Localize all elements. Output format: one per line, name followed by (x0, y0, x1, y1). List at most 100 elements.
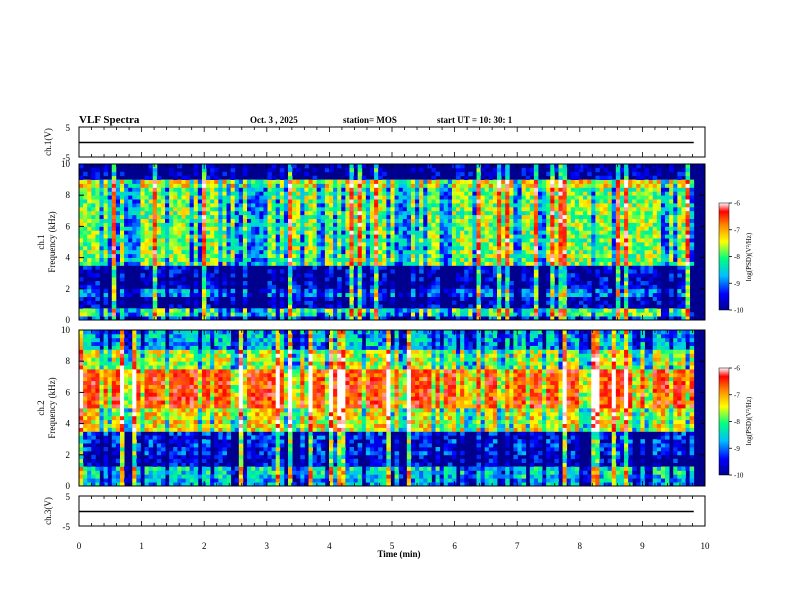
spectrogram-cell (517, 199, 523, 204)
spectrogram-cell (324, 316, 330, 321)
spectrogram-cell (79, 308, 84, 313)
spectrogram-cell (468, 253, 473, 258)
spectrogram-cell (95, 284, 100, 290)
spectrogram-cell (456, 175, 461, 180)
spectrogram-cell (111, 273, 117, 278)
spectrogram-cell (501, 195, 506, 200)
spectrogram-cell (517, 187, 523, 192)
spectrogram-cell (288, 183, 293, 188)
spectrogram-cell (554, 218, 559, 223)
spectrogram-cell (656, 281, 662, 286)
spectrogram-cell (628, 234, 633, 239)
spectrogram-cell (173, 253, 178, 258)
spectrogram-cell (501, 187, 506, 192)
spectrogram-cell (583, 195, 588, 200)
spectrogram-cell (386, 179, 391, 184)
spectrogram-cell (480, 312, 486, 317)
spectrogram-cell (365, 187, 371, 192)
spectrogram-cell (242, 234, 248, 239)
spectrogram-cell (99, 257, 104, 262)
spectrogram-cell (300, 249, 305, 255)
spectrogram-cell (632, 222, 637, 227)
spectrogram-cell (681, 199, 686, 204)
spectrogram-cell (132, 249, 137, 255)
spectrogram-cell (677, 187, 682, 192)
spectrogram-cell (214, 230, 219, 235)
spectrogram-cell (206, 249, 211, 255)
spectrogram-cell (185, 261, 191, 266)
spectrogram-cell (152, 265, 158, 270)
spectrogram-cell (386, 245, 391, 251)
spectrogram-cell (435, 214, 441, 219)
spectrogram-cell (492, 167, 498, 173)
spectrogram-cell (501, 230, 506, 235)
spectrogram-cell (497, 187, 502, 192)
spectrogram-cell (83, 242, 88, 247)
spectrogram-cell (214, 269, 219, 274)
spectrogram-cell (636, 164, 641, 169)
spectrogram-cell (583, 164, 588, 169)
spectrogram-cell (99, 222, 104, 227)
spectrogram-cell (603, 199, 609, 204)
spectrogram-cell (255, 210, 260, 216)
spectrogram-cell (279, 249, 285, 255)
spectrogram-cell (394, 226, 400, 231)
spectrogram-cell (136, 214, 141, 219)
spectrogram-cell (443, 218, 449, 223)
spectrogram-cell (242, 257, 248, 262)
spectrogram-cell (124, 261, 129, 266)
spectrogram-cell (640, 214, 645, 219)
spectrogram-cell (136, 234, 141, 239)
spectrogram-cell (570, 187, 576, 192)
spectrogram-cell (341, 230, 346, 235)
spectrogram-cell (550, 175, 555, 180)
spectrogram-cell (640, 300, 645, 305)
spectrogram-cell (242, 214, 248, 219)
spectrogram-cell (308, 242, 313, 247)
spectrogram-cell (550, 269, 555, 274)
spectrogram-cell (124, 230, 129, 235)
spectrogram-cell (673, 249, 678, 255)
spectrogram-cell (517, 218, 523, 223)
spectrogram-cell (595, 261, 600, 266)
spectrogram-cell (587, 257, 592, 262)
spectrogram-cell (406, 206, 412, 212)
spectrogram-cell (468, 265, 473, 270)
spectrogram-cell (328, 230, 334, 235)
spectrogram-cell (173, 183, 178, 188)
spectrogram-cell (656, 234, 662, 239)
spectrogram-cell (656, 206, 662, 212)
spectrogram-cell (283, 183, 289, 188)
spectrogram-cell (275, 206, 281, 212)
spectrogram-cell (242, 203, 248, 208)
spectrogram-cell (316, 226, 322, 231)
spectrogram-cell (492, 245, 498, 251)
spectrogram-cell (341, 257, 346, 262)
spectrogram-cell (632, 269, 637, 274)
spectrogram-cell (456, 179, 461, 184)
spectrogram-cell (267, 191, 273, 196)
spectrogram-cell (292, 230, 297, 235)
spectrogram-cell (333, 261, 338, 266)
spectrogram-cell (267, 167, 273, 173)
spectrogram-cell (447, 179, 453, 184)
spectrogram-cell (677, 281, 682, 286)
spectrogram-cell (550, 308, 555, 313)
spectrogram-cell (333, 222, 338, 227)
spectrogram-cell (136, 210, 141, 216)
spectrogram-cell (197, 183, 203, 188)
spectrogram-cell (103, 171, 109, 177)
spectrogram-cell (83, 450, 88, 456)
spectrogram-cell (443, 203, 449, 208)
spectrogram-cell (460, 304, 465, 309)
spectrogram-cell (427, 273, 432, 278)
spectrogram-cell (119, 288, 125, 294)
spectrogram-cell (423, 191, 428, 196)
spectrogram-cell (578, 234, 584, 239)
spectrogram-cell (656, 300, 662, 305)
spectrogram-cell (390, 288, 395, 294)
spectrogram-cell (275, 238, 281, 243)
spectrogram-cell (193, 187, 199, 192)
spectrogram-cell (79, 183, 84, 188)
spectrogram-cell (308, 214, 313, 219)
